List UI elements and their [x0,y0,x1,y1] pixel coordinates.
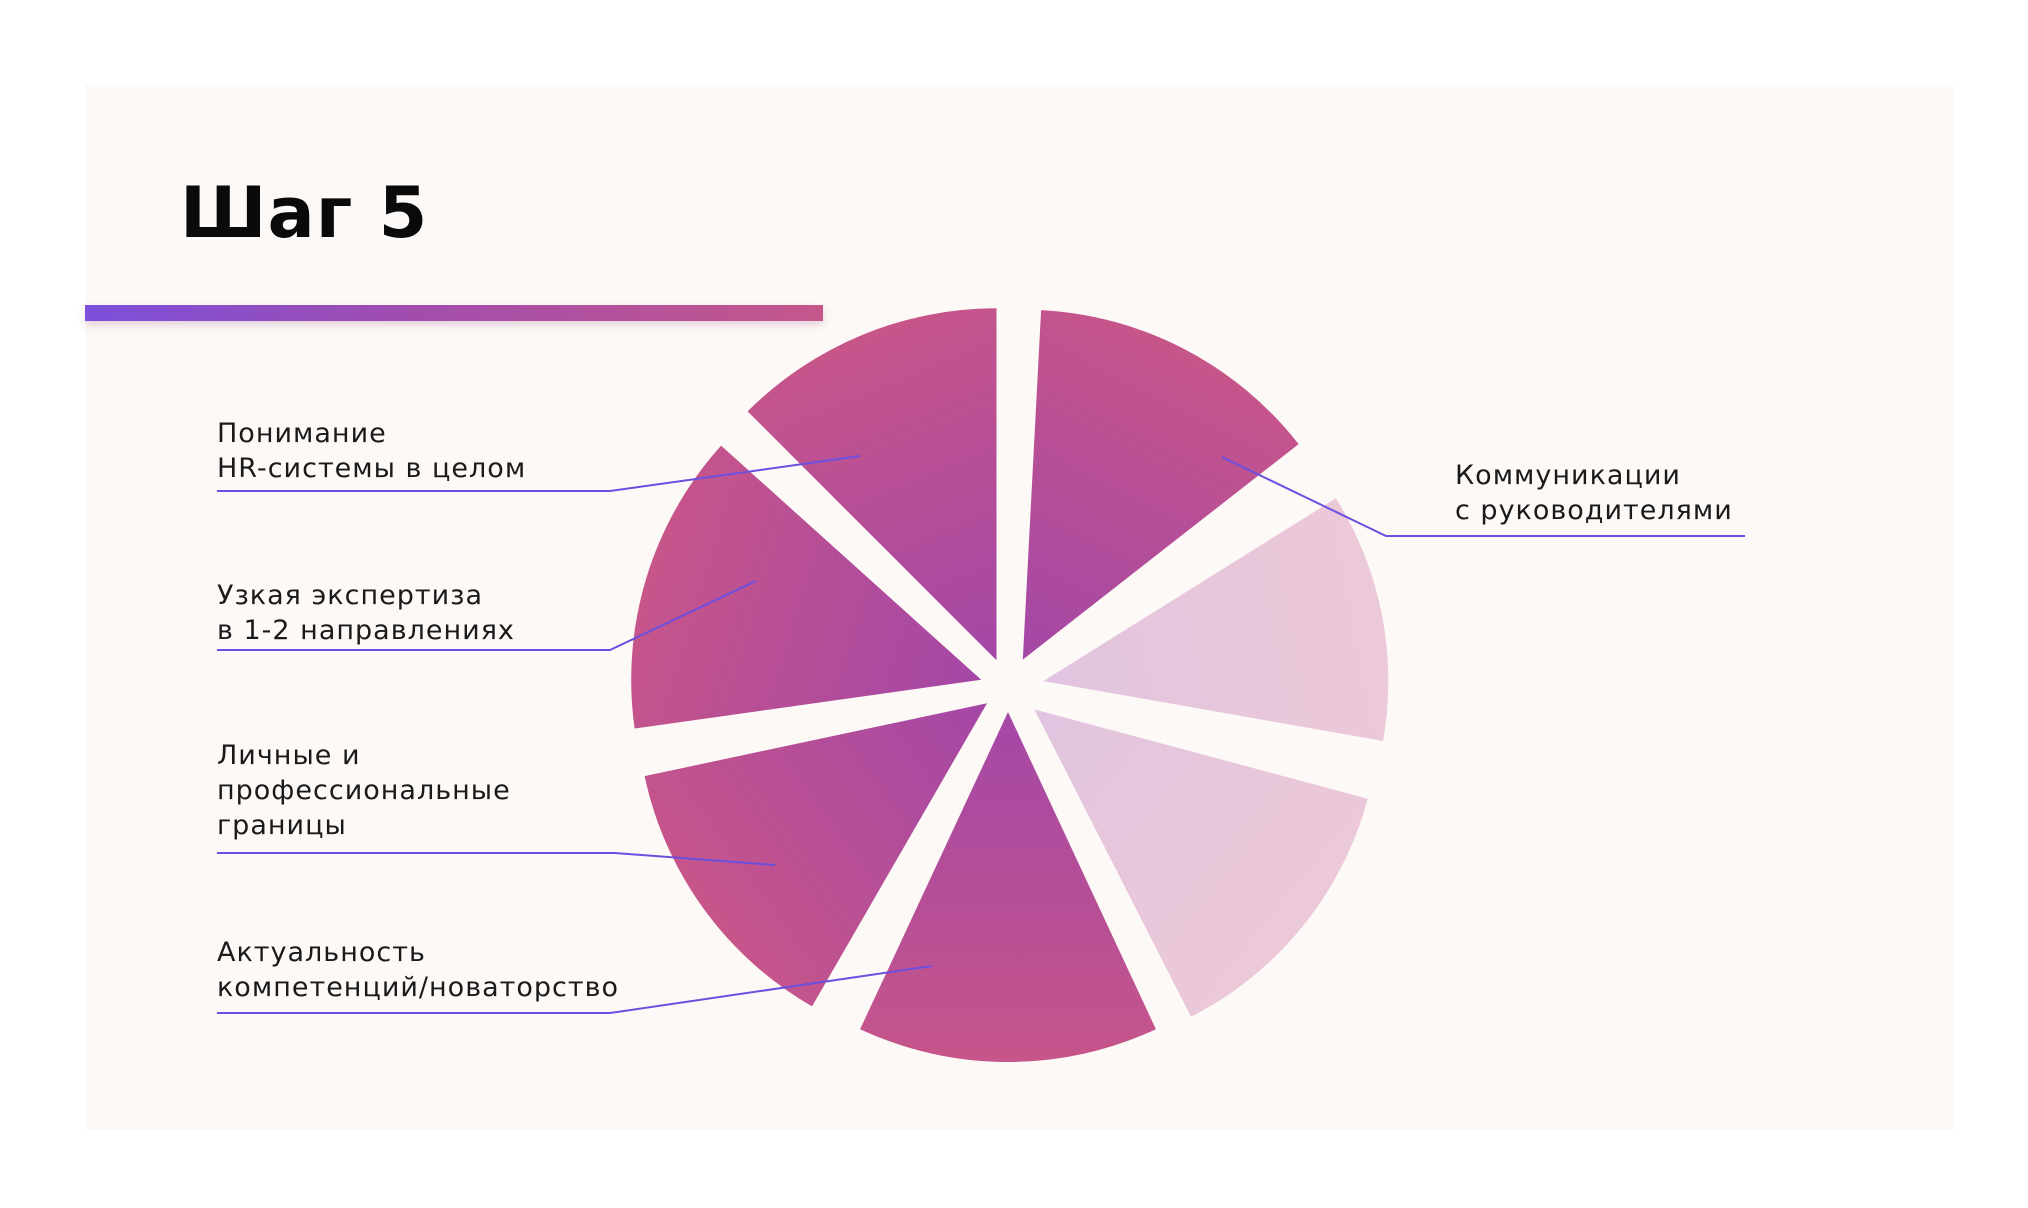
label-line: Понимание [217,418,387,449]
pie-slice-upper-right [1022,310,1299,660]
label-line: в 1-2 направлениях [217,615,515,646]
leader-lines [217,455,1745,1014]
leader-line-lower-left [217,852,776,866]
pie-slice-bottom [860,712,1156,1062]
leader-line-bottom [217,965,933,1014]
leader-line-left [217,580,757,651]
pie-slice-upper-left [747,308,997,661]
pie-slices [631,308,1389,1062]
slide-title: Шаг 5 [180,172,429,254]
label-manager-communication: Коммуникации с руководителями [1455,458,1733,528]
label-narrow-expertise: Узкая экспертиза в 1-2 направлениях [217,578,515,648]
label-hr-system-understanding: Понимание HR-системы в целом [217,416,526,486]
label-line: границы [217,810,347,841]
pie-slice-lower-left [644,703,987,1007]
label-line: Коммуникации [1455,460,1681,491]
label-line: HR-системы в целом [217,453,527,484]
pie-slice-left [631,445,982,729]
label-line: Личные и [217,740,361,771]
label-line: компетенций/новаторство [217,972,620,1003]
pie-slice-lower-right [1034,709,1368,1017]
label-line: профессиональные [217,775,511,806]
label-competence-relevance: Актуальность компетенций/новаторство [217,935,619,1005]
label-personal-boundaries: Личные и профессиональные границы [217,738,511,843]
title-accent-bar [85,305,823,321]
label-line: с руководителями [1455,495,1733,526]
leader-line-upper-left [217,455,861,492]
label-line: Узкая экспертиза [217,580,484,611]
label-line: Актуальность [217,937,426,968]
leader-line-upper-right [1221,456,1745,537]
pie-slice-right [1043,498,1389,741]
